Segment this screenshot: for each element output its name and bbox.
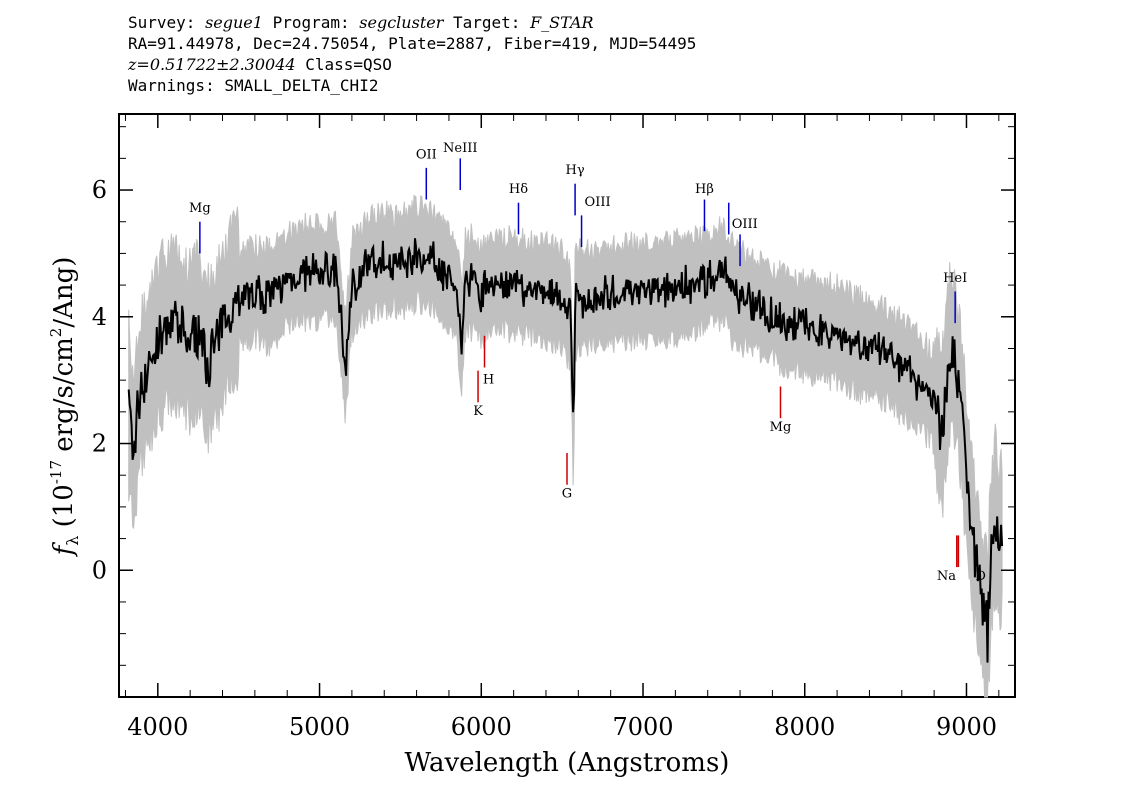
redshift-value: z=0.51722±2.30044: [128, 55, 296, 74]
survey-label: Survey:: [128, 13, 196, 32]
header-line-survey: Survey: segue1 Program: segcluster Targe…: [128, 12, 696, 33]
header-line-warnings: Warnings: SMALL_DELTA_CHI2: [128, 76, 379, 95]
y-tick-label-3: 6: [92, 176, 107, 204]
annotation-label-14: Na: [937, 569, 956, 584]
program-label: Program:: [272, 13, 350, 32]
annotation-label-0: Mg: [189, 201, 211, 216]
y-axis-label-exp: -17: [47, 460, 65, 484]
x-tick-label-0: 4000: [127, 713, 188, 741]
annotation-label-11: K: [473, 404, 483, 419]
annotation-label-9: HeI: [943, 271, 967, 286]
annotation-label-4: Hγ: [566, 163, 585, 178]
y-axis-label-lambda: λ: [63, 536, 82, 546]
error-band: [128, 194, 1003, 698]
target-value: F_STAR: [530, 13, 594, 32]
x-tick-label-3: 7000: [612, 713, 673, 741]
y-tick-label-0: 0: [92, 556, 107, 584]
annotation-label-6: Hβ: [695, 182, 714, 197]
class-value: Class=QSO: [305, 55, 392, 74]
annotation-label-13: Mg: [770, 420, 792, 435]
spectrum-line-layer: [127, 238, 1004, 663]
y-axis-label-units-b: erg/s/cm: [49, 337, 79, 460]
y-axis-label-sq: 2: [47, 328, 65, 338]
annotation-label-1: OII: [416, 147, 437, 162]
x-tick-label-1: 5000: [289, 713, 350, 741]
x-axis-label: Wavelength (Angstroms): [405, 748, 730, 778]
spectrum-header: Survey: segue1 Program: segcluster Targe…: [128, 12, 696, 96]
y-axis-label-units-c: /Ang): [49, 257, 79, 328]
annotation-label-15: D: [976, 569, 986, 584]
x-tick-label-4: 8000: [774, 713, 835, 741]
error-band-layer: [128, 194, 1003, 698]
plot-frame: [118, 113, 1016, 698]
flux-series-line: [127, 238, 1004, 663]
y-tick-label-1: 2: [92, 430, 107, 458]
target-label: Target:: [453, 13, 521, 32]
annotation-label-3: Hδ: [509, 182, 528, 197]
axis-tick-layer: 4000 5000 6000 7000 8000 9000 0 2 4 6: [92, 114, 1015, 741]
program-value: segcluster: [359, 13, 444, 32]
x-tick-label-5: 9000: [936, 713, 997, 741]
x-tick-label-2: 6000: [451, 713, 512, 741]
annotation-label-7: OIII: [732, 217, 758, 232]
annotation-label-2: NeIII: [443, 141, 477, 156]
y-axis-label-units-a: (10: [49, 484, 79, 536]
header-line-coords: RA=91.44978, Dec=24.75054, Plate=2887, F…: [128, 34, 697, 53]
annotation-label-12: G: [562, 486, 572, 501]
line-annotation-layer: Mg OII NeIII Hδ Hγ OIII Hβ OIII HeI H K G Mg Na D: [189, 141, 986, 584]
y-tick-label-2: 4: [92, 303, 107, 331]
annotation-label-5: OIII: [585, 195, 611, 210]
y-axis-label: fλ (10-17 erg/s/cm2/Ang): [47, 257, 82, 558]
annotation-label-10: H: [483, 372, 494, 387]
header-line-redshift: z=0.51722±2.30044 Class=QSO: [128, 54, 696, 75]
survey-value: segue1: [205, 13, 263, 32]
